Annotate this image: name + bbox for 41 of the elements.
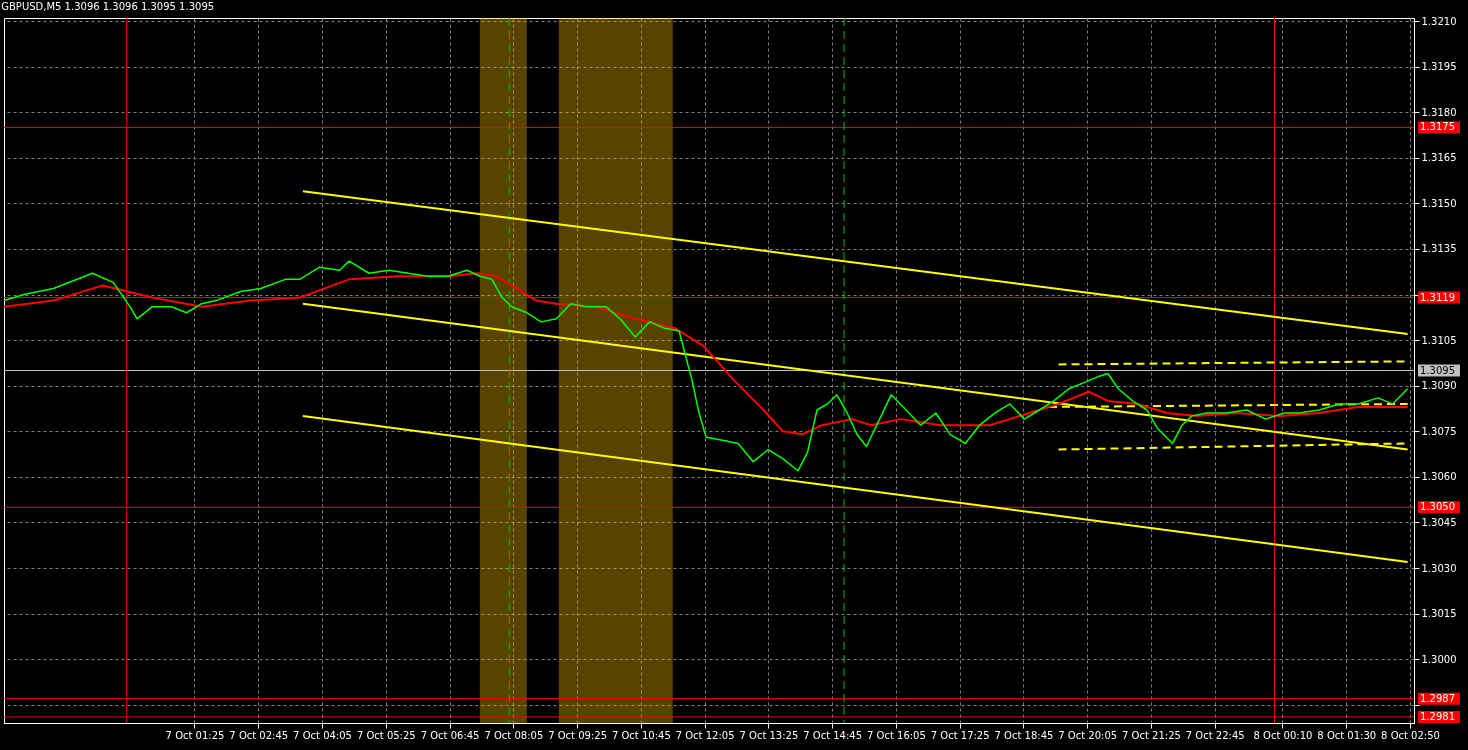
x-tick-label: 7 Oct 13:25 (739, 729, 799, 741)
x-tick-label: 7 Oct 05:25 (356, 729, 416, 741)
y-tick-label: 1.3210 (1421, 15, 1457, 27)
x-tick-label: 7 Oct 04:05 (293, 729, 352, 741)
ref-line-label: 1.3175 (1420, 121, 1455, 133)
x-tick-label: 7 Oct 06:45 (420, 729, 480, 741)
x-tick-label: 7 Oct 10:45 (611, 729, 671, 741)
ref-line-label: 1.3119 (1420, 291, 1455, 303)
y-tick-label: 1.3195 (1421, 61, 1457, 73)
y-tick-label: 1.3135 (1421, 243, 1457, 255)
x-tick-label: 7 Oct 21:25 (1122, 729, 1181, 741)
x-tick-label: 7 Oct 20:05 (1058, 729, 1118, 741)
y-tick-label: 1.3090 (1421, 380, 1457, 392)
x-tick-label: 7 Oct 18:45 (994, 729, 1054, 741)
y-tick-label: 1.3105 (1421, 334, 1457, 346)
x-tick-label: 7 Oct 12:05 (675, 729, 735, 741)
y-tick-label: 1.3165 (1421, 152, 1457, 164)
ref-line-label: 1.2981 (1420, 710, 1455, 722)
y-tick-label: 1.3045 (1421, 516, 1457, 528)
chart-title: GBPUSD,M5 1.3096 1.3096 1.3095 1.3095 (1, 1, 215, 13)
x-tick-label: 8 Oct 01:30 (1317, 729, 1377, 741)
y-tick-label: 1.3075 (1421, 425, 1457, 437)
y-tick-label: 1.3015 (1421, 608, 1457, 620)
x-tick-label: 7 Oct 01:25 (165, 729, 225, 741)
y-tick-label: 1.3060 (1421, 471, 1457, 483)
y-tick-label: 1.3150 (1421, 197, 1457, 209)
x-tick-label: 8 Oct 00:10 (1253, 729, 1313, 741)
x-tick-label: 7 Oct 16:05 (867, 729, 926, 741)
ref-line-label: 1.3095 (1420, 364, 1455, 376)
x-tick-label: 7 Oct 22:45 (1185, 729, 1245, 741)
x-tick-label: 7 Oct 09:25 (548, 729, 607, 741)
y-tick-label: 1.3000 (1421, 653, 1457, 665)
ref-line-label: 1.2987 (1420, 692, 1455, 704)
x-tick-label: 7 Oct 08:05 (484, 729, 544, 741)
ref-line-label: 1.3050 (1420, 501, 1455, 513)
x-tick-label: 7 Oct 02:45 (229, 729, 289, 741)
y-tick-label: 1.3030 (1421, 562, 1457, 574)
x-tick-label: 7 Oct 14:45 (803, 729, 863, 741)
x-tick-label: 8 Oct 02:50 (1381, 729, 1440, 741)
y-tick-label: 1.3180 (1421, 106, 1457, 118)
x-tick-label: 7 Oct 17:25 (930, 729, 990, 741)
